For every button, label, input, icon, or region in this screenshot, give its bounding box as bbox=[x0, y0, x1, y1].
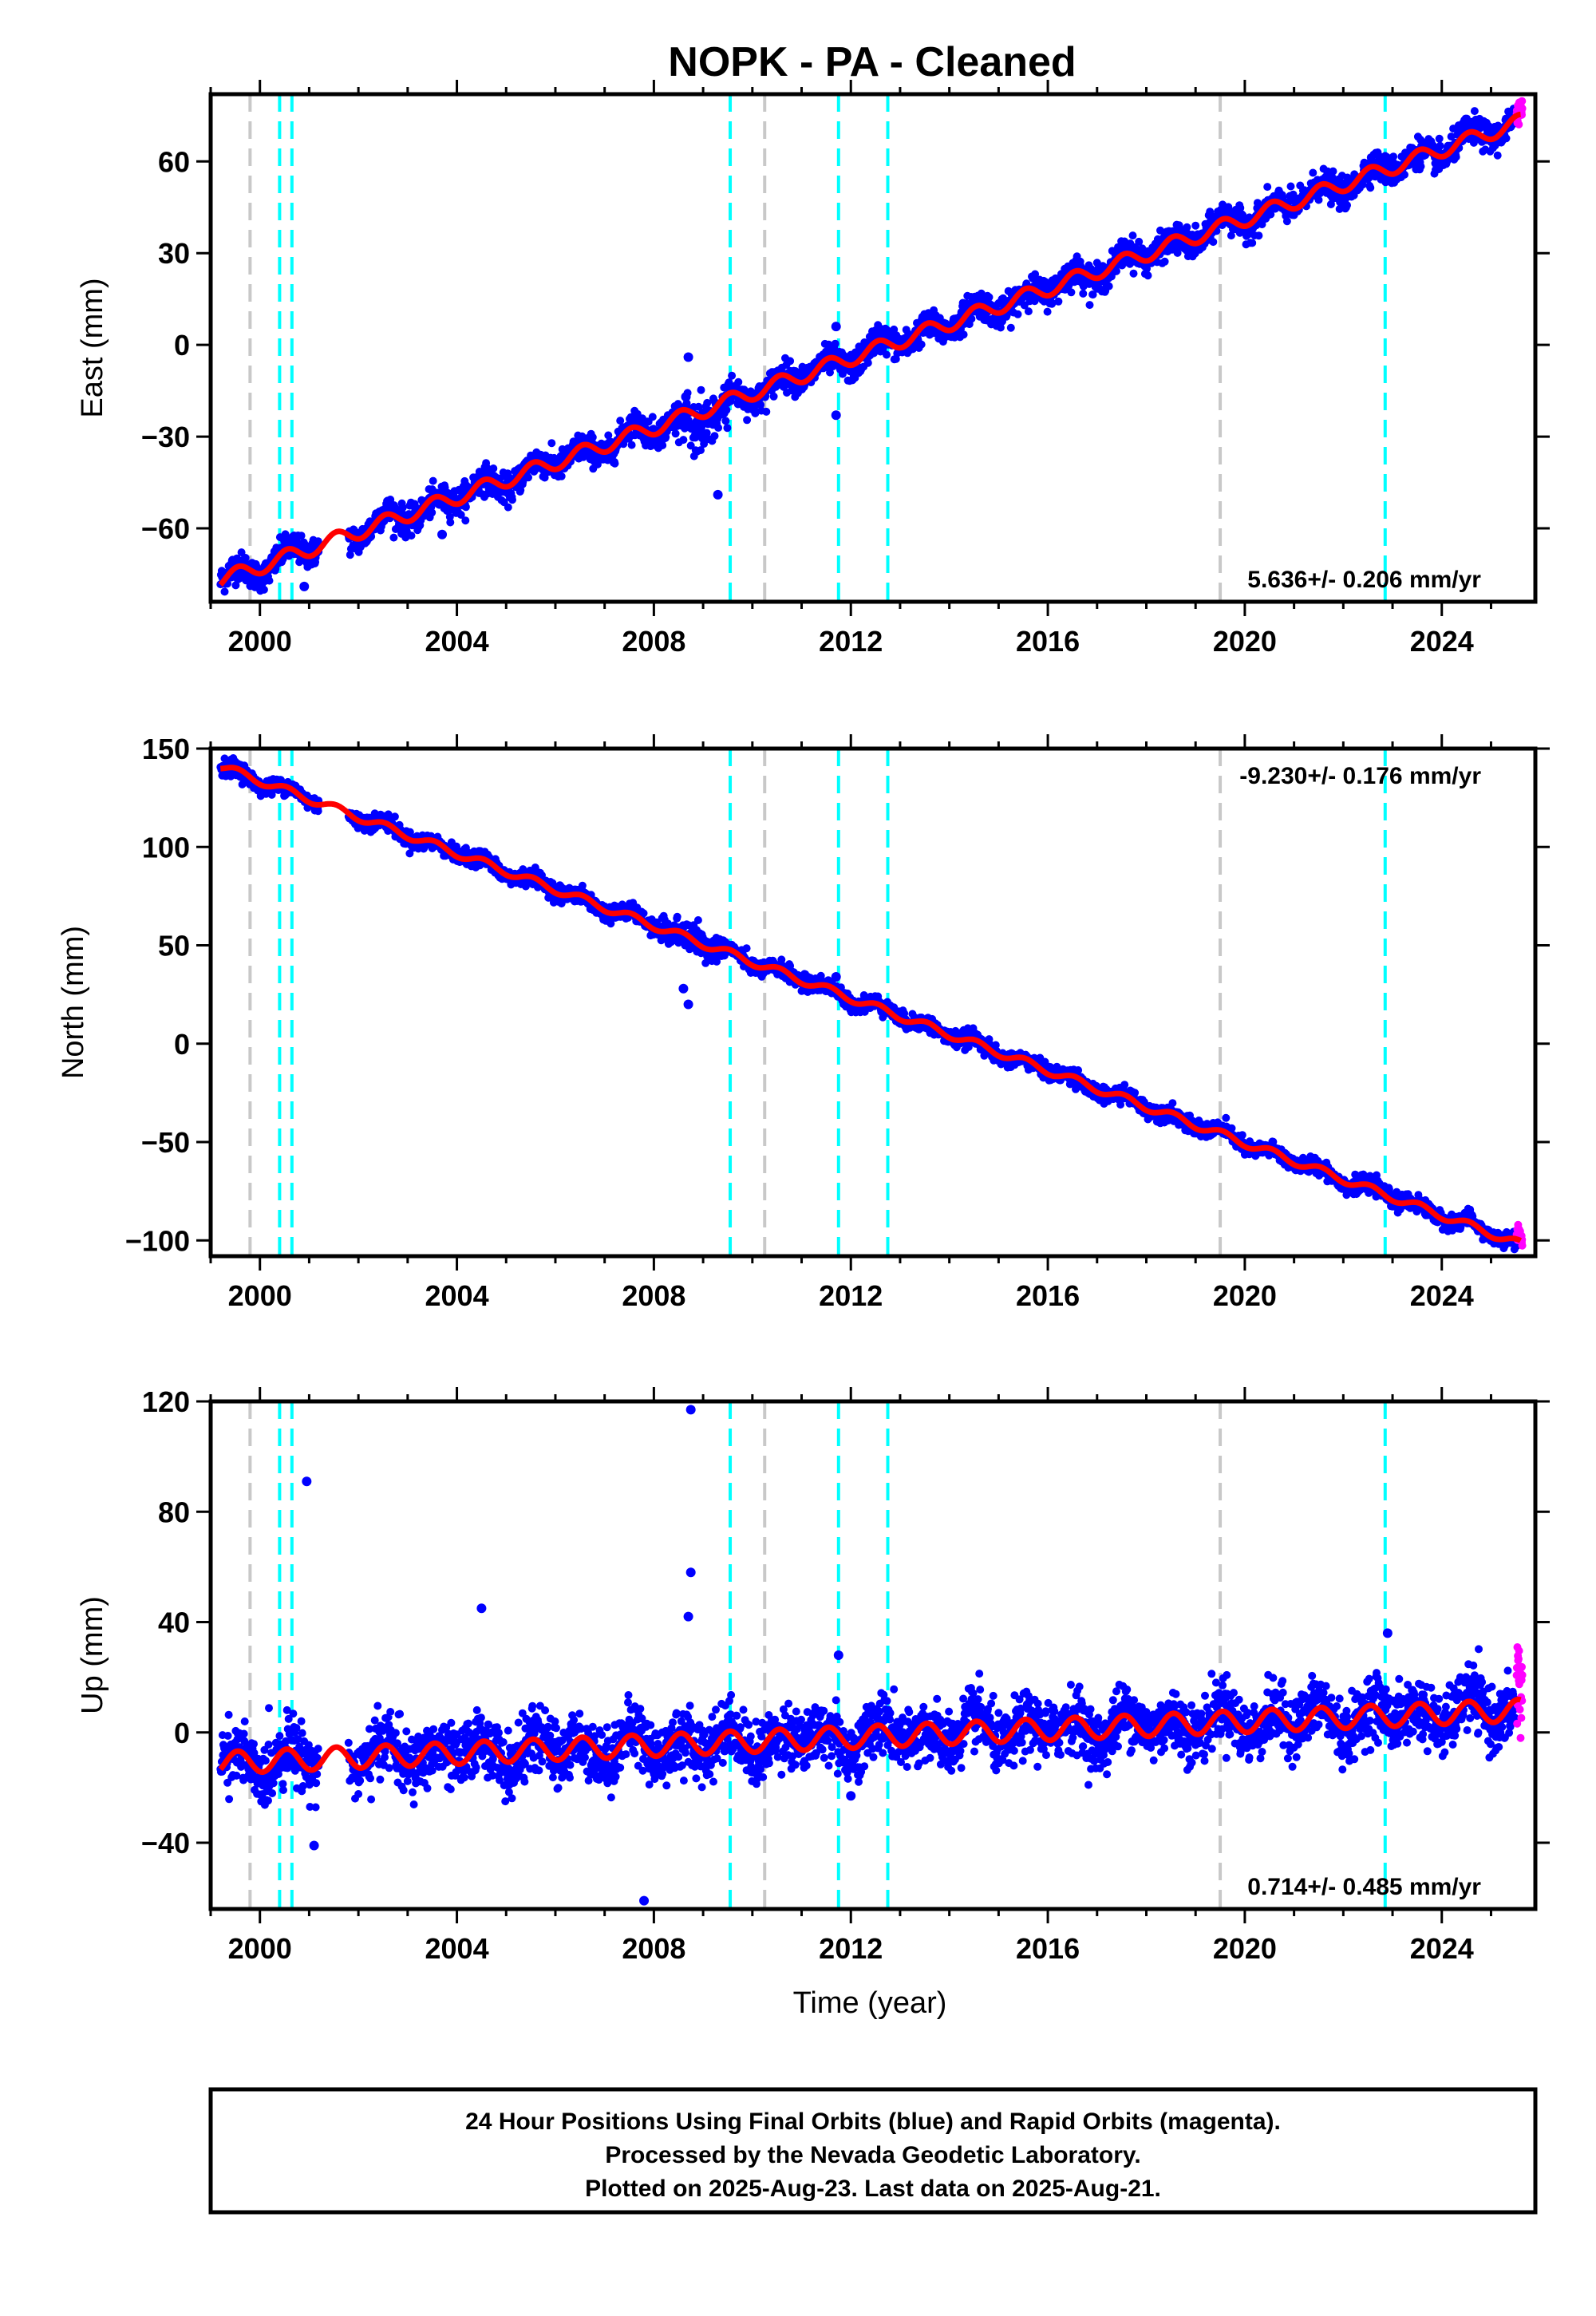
up-data-points bbox=[216, 1405, 1527, 1906]
x-tick-label: 2024 bbox=[1410, 1279, 1474, 1312]
y-tick-label: 30 bbox=[158, 237, 190, 270]
up-y-axis-label: Up (mm) bbox=[76, 1596, 109, 1714]
x-tick-label: 2020 bbox=[1213, 1932, 1277, 1965]
x-tick-label: 2004 bbox=[425, 1932, 489, 1965]
model-fit-line bbox=[220, 765, 1523, 1243]
x-tick-label: 2020 bbox=[1213, 625, 1277, 658]
up-frame bbox=[208, 1399, 1538, 1911]
outlier-point bbox=[476, 1603, 487, 1614]
outlier-point bbox=[1382, 1628, 1393, 1638]
y-tick-label: −100 bbox=[125, 1224, 190, 1257]
up-panel: 2000 2004 2008 2012 2016 2020 2024 −40 0 40 80 120 U… bbox=[76, 1385, 1550, 2020]
x-tick-label: 2016 bbox=[1016, 1279, 1080, 1312]
outlier-point bbox=[309, 1840, 319, 1851]
outlier-point bbox=[683, 352, 693, 362]
x-axis-label: Time (year) bbox=[793, 1986, 947, 2020]
x-tick-label: 2008 bbox=[622, 1279, 685, 1312]
x-tick-label: 2000 bbox=[228, 1279, 292, 1312]
footer-box: 24 Hour Positions Using Final Orbits (bl… bbox=[208, 2087, 1538, 2215]
x-tick-label: 2004 bbox=[425, 1279, 489, 1312]
model-fit-line bbox=[218, 111, 1521, 587]
x-tick-label: 2016 bbox=[1016, 625, 1080, 658]
model-fit-line bbox=[218, 1696, 1522, 1775]
y-tick-label: 150 bbox=[142, 733, 190, 765]
east-plot-area bbox=[216, 94, 1527, 602]
y-tick-label: 0 bbox=[174, 1717, 190, 1749]
east-rate-label: 5.636+/- 0.206 mm/yr bbox=[1247, 567, 1481, 593]
y-tick-label: 120 bbox=[142, 1385, 190, 1418]
outlier-point bbox=[437, 529, 448, 539]
y-tick-label: 50 bbox=[158, 930, 190, 962]
footer-line-2: Processed by the Nevada Geodetic Laborat… bbox=[605, 2142, 1140, 2168]
x-tick-label: 2008 bbox=[622, 625, 685, 658]
chart-title: NOPK - PA - Cleaned bbox=[668, 39, 1076, 85]
outlier-point bbox=[299, 581, 310, 591]
rapid-orbit-points bbox=[1512, 1220, 1527, 1250]
x-tick-label: 2012 bbox=[819, 625, 883, 658]
x-tick-label: 2008 bbox=[622, 1932, 685, 1965]
outlier-point bbox=[831, 322, 841, 332]
y-tick-label: −40 bbox=[141, 1827, 190, 1860]
north-plot-area bbox=[216, 749, 1527, 1256]
north-rate-label: -9.230+/- 0.176 mm/yr bbox=[1239, 763, 1481, 789]
up-rate-label: 0.714+/- 0.485 mm/yr bbox=[1247, 1874, 1481, 1900]
outlier-point bbox=[846, 1791, 856, 1801]
outlier-point bbox=[683, 1611, 693, 1622]
y-tick-label: 80 bbox=[158, 1496, 190, 1528]
east-y-axis-label: East (mm) bbox=[76, 278, 109, 417]
outlier-point bbox=[678, 983, 689, 994]
final-orbit-points bbox=[216, 1645, 1521, 1812]
outlier-point bbox=[831, 410, 841, 421]
outlier-point bbox=[685, 1567, 696, 1578]
outlier-point bbox=[833, 1650, 843, 1660]
footer-line-3: Plotted on 2025-Aug-23. Last data on 202… bbox=[585, 2176, 1161, 2202]
east-frame bbox=[208, 92, 1538, 604]
y-tick-label: 60 bbox=[158, 145, 190, 178]
footer-line-1: 24 Hour Positions Using Final Orbits (bl… bbox=[465, 2109, 1281, 2135]
x-tick-label: 2024 bbox=[1410, 625, 1474, 658]
x-tick-label: 2020 bbox=[1213, 1279, 1277, 1312]
north-panel: 2000 2004 2008 2012 2016 2020 2024 −100 −50 0 50 10… bbox=[57, 733, 1550, 1312]
y-tick-label: −60 bbox=[141, 512, 190, 545]
y-tick-label: 40 bbox=[158, 1607, 190, 1639]
x-tick-label: 2000 bbox=[228, 625, 292, 658]
x-tick-label: 2004 bbox=[425, 625, 489, 658]
north-y-axis-label: North (mm) bbox=[57, 926, 90, 1079]
x-tick-label: 2024 bbox=[1410, 1932, 1474, 1965]
outlier-point bbox=[302, 1476, 312, 1487]
outlier-point bbox=[685, 1405, 696, 1415]
footer-frame bbox=[208, 2087, 1538, 2215]
y-tick-label: 0 bbox=[174, 329, 190, 362]
outlier-point bbox=[713, 489, 723, 500]
east-panel: 2000 2004 2008 2012 2016 2020 2024 −60 −30 0 30 60 E… bbox=[76, 80, 1550, 658]
outlier-point bbox=[681, 392, 691, 402]
y-tick-label: 0 bbox=[174, 1028, 190, 1061]
y-tick-label: −50 bbox=[141, 1126, 190, 1159]
y-tick-label: −30 bbox=[141, 421, 190, 453]
north-frame bbox=[208, 746, 1538, 1259]
outlier-point bbox=[683, 999, 693, 1010]
rapid-orbit-points bbox=[1512, 1643, 1527, 1742]
x-tick-label: 2012 bbox=[819, 1279, 883, 1312]
outlier-point bbox=[639, 1895, 650, 1906]
x-tick-label: 2012 bbox=[819, 1932, 883, 1965]
x-tick-label: 2016 bbox=[1016, 1932, 1080, 1965]
x-tick-label: 2000 bbox=[228, 1932, 292, 1965]
up-plot-area bbox=[216, 1401, 1527, 1909]
y-tick-label: 100 bbox=[142, 831, 190, 864]
